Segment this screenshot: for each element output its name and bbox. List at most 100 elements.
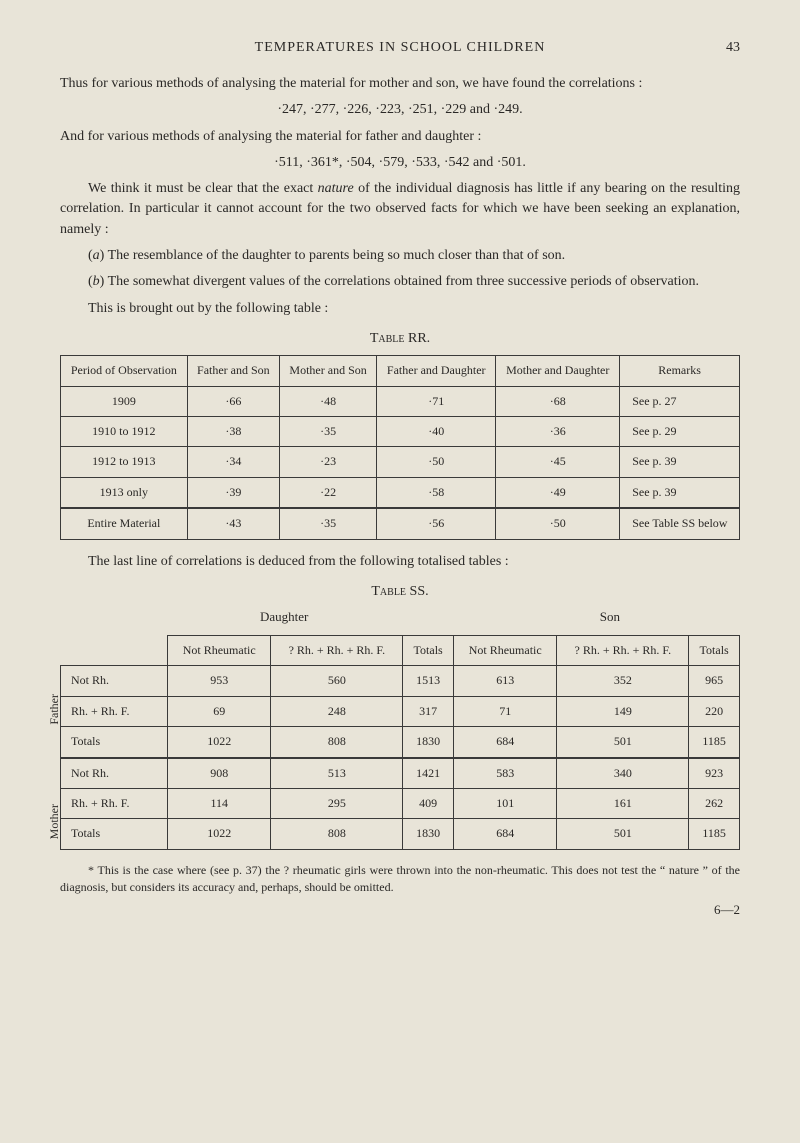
td: 1912 to 1913 <box>61 447 188 477</box>
td: ·50 <box>496 508 620 539</box>
td: ·45 <box>496 447 620 477</box>
signature-mark: 6—2 <box>60 901 740 920</box>
td: Totals <box>61 819 168 849</box>
td: See p. 29 <box>620 417 740 447</box>
td: Not Rh. <box>61 758 168 789</box>
td: ·35 <box>280 508 377 539</box>
td: ·50 <box>377 447 496 477</box>
td: 613 <box>453 666 556 696</box>
td: 220 <box>689 696 740 726</box>
table-row: Totals102280818306845011185 <box>61 819 740 849</box>
td: Totals <box>61 727 168 758</box>
td: ·40 <box>377 417 496 447</box>
correlations-line: ·511, ·361*, ·504, ·579, ·533, ·542 and … <box>60 153 740 173</box>
td: ·23 <box>280 447 377 477</box>
table-header-row: Period of Observation Father and Son Mot… <box>61 356 740 386</box>
td: 1022 <box>168 727 271 758</box>
td: 248 <box>271 696 403 726</box>
paragraph: (a) The resemblance of the daughter to p… <box>60 246 740 266</box>
footnote: * This is the case where (see p. 37) the… <box>60 862 740 896</box>
table-rr-caption: Table RR. <box>60 329 740 349</box>
th: Totals <box>689 636 740 666</box>
th: Father and Daughter <box>377 356 496 386</box>
td: ·48 <box>280 386 377 416</box>
table-row: 1910 to 1912·38·35·40·36See p. 29 <box>61 417 740 447</box>
td: See p. 39 <box>620 477 740 508</box>
super-left: Daughter <box>260 608 308 627</box>
table-row: 1909·66·48·71·68See p. 27 <box>61 386 740 416</box>
td: 513 <box>271 758 403 789</box>
table-ss-caption: Table SS. <box>60 582 740 602</box>
td: 808 <box>271 727 403 758</box>
td: 965 <box>689 666 740 696</box>
td: 583 <box>453 758 556 789</box>
td: 71 <box>453 696 556 726</box>
td: 1830 <box>403 819 454 849</box>
td: 560 <box>271 666 403 696</box>
paragraph: The last line of correlations is deduced… <box>60 552 740 572</box>
td: See p. 27 <box>620 386 740 416</box>
td: 340 <box>557 758 689 789</box>
super-right: Son <box>600 608 620 627</box>
table-row: Rh. + Rh. F.6924831771149220 <box>61 696 740 726</box>
td: ·68 <box>496 386 620 416</box>
body-text: Thus for various methods of analysing th… <box>60 74 740 920</box>
td: 1022 <box>168 819 271 849</box>
table-row: Not Rh.9535601513613352965 <box>61 666 740 696</box>
vlabel-father: Father <box>46 694 63 725</box>
table-row-entire: Entire Material·43·35·56·50See Table SS … <box>61 508 740 539</box>
table-row: Not Rh.9085131421583340923 <box>61 758 740 789</box>
td: 1185 <box>689 819 740 849</box>
td: 923 <box>689 758 740 789</box>
th: Remarks <box>620 356 740 386</box>
paragraph: And for various methods of analysing the… <box>60 127 740 147</box>
th: ? Rh. + Rh. + Rh. F. <box>557 636 689 666</box>
table-rr: Period of Observation Father and Son Mot… <box>60 355 740 539</box>
th: Not Rheumatic <box>453 636 556 666</box>
td: 908 <box>168 758 271 789</box>
td: Entire Material <box>61 508 188 539</box>
td: 262 <box>689 789 740 819</box>
td: 317 <box>403 696 454 726</box>
td: ·66 <box>187 386 279 416</box>
td: 149 <box>557 696 689 726</box>
table-row: 1912 to 1913·34·23·50·45See p. 39 <box>61 447 740 477</box>
td: ·34 <box>187 447 279 477</box>
th: Period of Observation <box>61 356 188 386</box>
th <box>61 636 168 666</box>
td: Rh. + Rh. F. <box>61 696 168 726</box>
page-number: 43 <box>726 40 740 56</box>
td: ·49 <box>496 477 620 508</box>
td: Not Rh. <box>61 666 168 696</box>
td: 501 <box>557 819 689 849</box>
td: ·36 <box>496 417 620 447</box>
td: 684 <box>453 727 556 758</box>
td: 409 <box>403 789 454 819</box>
td: 1513 <box>403 666 454 696</box>
super-header: Daughter Son <box>60 608 740 631</box>
vlabel-mother: Mother <box>46 804 63 839</box>
td: 114 <box>168 789 271 819</box>
td: 1185 <box>689 727 740 758</box>
th: Father and Son <box>187 356 279 386</box>
paragraph: (b) The somewhat divergent values of the… <box>60 272 740 292</box>
td: ·38 <box>187 417 279 447</box>
table-row: Totals102280818306845011185 <box>61 727 740 758</box>
td: 1830 <box>403 727 454 758</box>
td: 1910 to 1912 <box>61 417 188 447</box>
td: ·43 <box>187 508 279 539</box>
th: Mother and Daughter <box>496 356 620 386</box>
paragraph: We think it must be clear that the exact… <box>60 179 740 240</box>
td: 101 <box>453 789 556 819</box>
td: 953 <box>168 666 271 696</box>
table-row: 1913 only·39·22·58·49See p. 39 <box>61 477 740 508</box>
table-row: Rh. + Rh. F.114295409101161262 <box>61 789 740 819</box>
th: Totals <box>403 636 454 666</box>
td: Rh. + Rh. F. <box>61 789 168 819</box>
td: ·22 <box>280 477 377 508</box>
td: ·35 <box>280 417 377 447</box>
td: 295 <box>271 789 403 819</box>
paragraph: This is brought out by the following tab… <box>60 299 740 319</box>
running-head-text: TEMPERATURES IN SCHOOL CHILDREN <box>255 40 546 55</box>
td: ·58 <box>377 477 496 508</box>
